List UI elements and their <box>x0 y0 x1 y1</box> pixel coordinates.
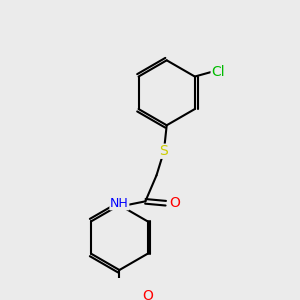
Text: O: O <box>169 196 181 210</box>
Text: O: O <box>142 289 153 300</box>
Text: NH: NH <box>110 197 129 210</box>
Text: Cl: Cl <box>211 65 225 79</box>
Text: S: S <box>160 144 168 158</box>
